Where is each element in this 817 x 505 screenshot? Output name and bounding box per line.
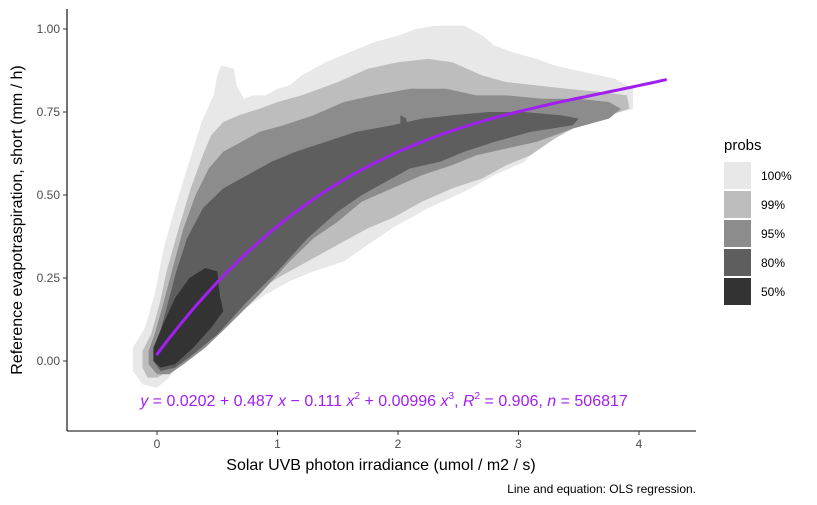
x-tick-label: 1 <box>274 437 281 451</box>
legend-key <box>724 278 751 305</box>
density-region-80pct <box>400 115 407 126</box>
y-tick-label: 0.00 <box>37 354 61 368</box>
caption: Line and equation: OLS regression. <box>507 482 696 496</box>
fit-curve-line <box>155 78 667 356</box>
legend-key <box>724 162 751 189</box>
legend-key <box>724 220 751 247</box>
legend-label: 99% <box>761 198 785 212</box>
y-tick-label: 0.25 <box>37 271 61 285</box>
plot-panel <box>132 25 667 388</box>
legend-label: 100% <box>761 169 792 183</box>
legend-label: 80% <box>761 256 785 270</box>
x-tick-label: 2 <box>395 437 402 451</box>
legend-label: 50% <box>761 285 785 299</box>
density-layer <box>132 25 633 388</box>
y-tick-label: 1.00 <box>37 22 61 36</box>
y-ticks: 0.00 0.25 0.50 0.75 1.00 <box>37 22 67 368</box>
legend-title: probs <box>724 137 762 154</box>
x-tick-label: 0 <box>154 437 161 451</box>
x-tick-label: 4 <box>636 437 643 451</box>
regression-equation: y = 0.0202 + 0.487 x − 0.111 x2 + 0.0099… <box>139 391 628 410</box>
x-ticks: 0 1 2 3 4 <box>154 431 643 451</box>
legend-key <box>724 249 751 276</box>
legend-key <box>724 191 751 218</box>
legend-label: 95% <box>761 227 785 241</box>
density-region-80pct <box>153 112 579 371</box>
x-tick-label: 3 <box>515 437 522 451</box>
legend-items: 100% 99% 95% 80% 50% <box>724 162 792 305</box>
y-axis-title: Reference evapotraspiration, short (mm /… <box>9 65 26 374</box>
x-axis-title: Solar UVB photon irradiance (umol / m2 /… <box>226 457 535 474</box>
y-tick-label: 0.75 <box>37 105 61 119</box>
legend: probs 100% 99% 95% 80% 50% <box>724 137 792 305</box>
density-region-95pct <box>148 88 621 375</box>
y-tick-label: 0.50 <box>37 188 61 202</box>
